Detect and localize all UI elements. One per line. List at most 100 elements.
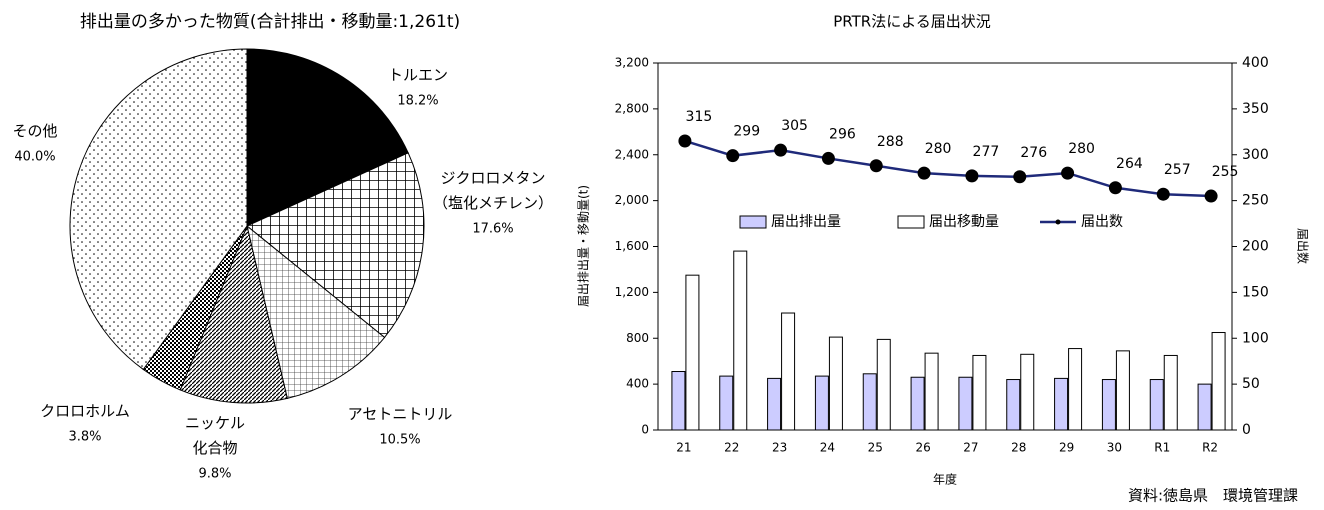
bar — [1101, 379, 1116, 431]
count-point — [869, 159, 883, 173]
x-tick-label: 21 — [676, 441, 691, 455]
data-label: 296 — [829, 126, 856, 142]
count-point — [821, 151, 835, 165]
data-label: 257 — [1164, 162, 1191, 178]
bar — [733, 250, 748, 431]
count-point — [1013, 170, 1027, 184]
data-label: 280 — [1068, 141, 1095, 157]
bar — [814, 375, 829, 431]
y-tick-label: 2,800 — [615, 101, 649, 115]
bar — [1020, 353, 1035, 431]
slice-label: クロロホルム — [40, 402, 130, 420]
pie-slice — [179, 224, 288, 404]
data-label: 276 — [1020, 145, 1047, 161]
bar — [1211, 332, 1226, 431]
y2-tick-label: 150 — [1242, 284, 1269, 300]
data-label: 299 — [733, 124, 760, 140]
pie-slice — [246, 224, 386, 399]
bar — [781, 312, 796, 431]
legend-swatch — [739, 215, 767, 229]
slice-label: ニッケル化合物 — [185, 414, 245, 457]
data-label: 255 — [1212, 164, 1239, 180]
bar-title: PRTR法による届出状況 — [833, 13, 991, 31]
y-tick-label: 400 — [626, 377, 649, 391]
value-label: 40.0% — [14, 150, 55, 165]
y2-tick-label: 400 — [1242, 55, 1269, 71]
value-label: 9.8% — [198, 467, 231, 482]
value-label: 10.5% — [379, 433, 420, 448]
count-point — [1061, 166, 1075, 180]
x-tick-label: 22 — [724, 441, 739, 455]
data-label: 280 — [925, 141, 952, 157]
data-label: 305 — [781, 118, 808, 134]
value-label: 18.2% — [397, 94, 438, 109]
y-tick-label: 1,600 — [615, 239, 649, 253]
bar — [719, 375, 734, 431]
data-label: 277 — [973, 144, 1000, 160]
y-axis-label: 届出排出量・移動量(t) — [577, 185, 591, 307]
slice-label: トルエン — [388, 66, 448, 84]
x-axis-label: 年度 — [933, 472, 957, 487]
count-point — [726, 149, 740, 163]
bar — [828, 336, 843, 431]
slice-label: その他 — [12, 122, 57, 140]
count-point — [965, 169, 979, 183]
bar — [876, 338, 891, 431]
y2-tick-label: 50 — [1242, 376, 1260, 392]
count-point — [1156, 187, 1170, 201]
legend-label: 届出数 — [1081, 214, 1123, 230]
count-point — [678, 134, 692, 148]
bar — [910, 376, 925, 431]
value-label: 17.6% — [472, 222, 513, 237]
x-tick-label: 26 — [915, 441, 930, 455]
bar — [1149, 379, 1164, 431]
x-tick-label: 28 — [1011, 441, 1026, 455]
bar — [1197, 383, 1212, 431]
legend-label: 届出移動量 — [929, 214, 999, 230]
bar — [1115, 350, 1130, 431]
y-tick-label: 1,200 — [615, 285, 649, 299]
bar — [685, 274, 700, 431]
count-point — [917, 166, 931, 180]
y2-tick-label: 200 — [1242, 239, 1269, 255]
y2-axis-label: 届出数 — [1296, 228, 1311, 264]
data-label: 288 — [877, 134, 904, 150]
count-point — [1204, 189, 1218, 203]
y-tick-label: 3,200 — [615, 56, 649, 70]
bar — [1006, 379, 1021, 431]
slice-label: アセトニトリル — [348, 405, 453, 423]
x-tick-label: 29 — [1059, 441, 1074, 455]
bar — [1163, 354, 1178, 431]
bar — [972, 354, 987, 431]
pie-slice — [246, 48, 409, 227]
pie-title: 排出量の多かった物質(合計排出・移動量:1,261t) — [80, 12, 460, 32]
x-tick-label: 25 — [868, 441, 883, 455]
y2-tick-label: 300 — [1242, 147, 1269, 163]
count-line — [684, 139, 1212, 198]
x-tick-label: R2 — [1202, 441, 1218, 455]
value-label: 3.8% — [68, 430, 101, 445]
y2-tick-label: 250 — [1242, 193, 1269, 209]
count-point — [1108, 181, 1122, 195]
y-tick-label: 2,000 — [615, 193, 649, 207]
bar — [1054, 377, 1069, 431]
data-label: 315 — [686, 109, 713, 125]
legend-swatch — [897, 215, 925, 229]
pie-slice — [246, 152, 425, 339]
y-tick-label: 2,400 — [615, 147, 649, 161]
x-tick-label: 24 — [820, 441, 835, 455]
y2-tick-label: 100 — [1242, 330, 1269, 346]
x-tick-label: 27 — [963, 441, 978, 455]
x-tick-label: 23 — [772, 441, 787, 455]
count-point — [774, 143, 788, 157]
legend-label: 届出排出量 — [771, 214, 841, 230]
y-tick-label: 800 — [626, 331, 649, 345]
bar — [671, 371, 686, 431]
y2-tick-label: 350 — [1242, 101, 1269, 117]
bar — [862, 373, 877, 431]
pie-slice — [69, 48, 248, 371]
x-tick-label: 30 — [1107, 441, 1122, 455]
data-label: 264 — [1116, 156, 1143, 172]
y2-tick-label: 0 — [1242, 422, 1251, 438]
